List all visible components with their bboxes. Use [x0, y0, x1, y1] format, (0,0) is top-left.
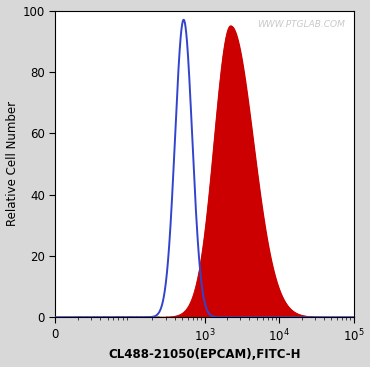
X-axis label: CL488-21050(EPCAM),FITC-H: CL488-21050(EPCAM),FITC-H	[108, 348, 301, 361]
Text: WWW.PTGLAB.COM: WWW.PTGLAB.COM	[257, 20, 345, 29]
Y-axis label: Relative Cell Number: Relative Cell Number	[6, 101, 18, 226]
